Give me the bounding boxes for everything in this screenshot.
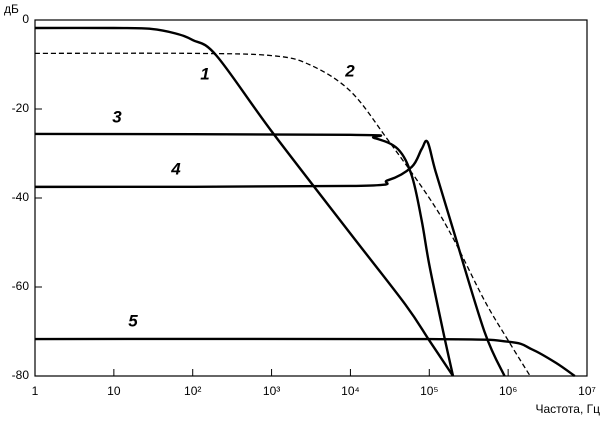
x-tick-label: 1 [32, 384, 39, 398]
curve [34, 337, 576, 377]
y-tick-label: -60 [12, 279, 30, 293]
curve-label: 3 [112, 107, 122, 126]
plot-frame [34, 19, 588, 377]
curve-label: 5 [128, 311, 138, 330]
x-tick-label: 10⁶ [499, 384, 517, 398]
y-tick-label: -40 [12, 190, 30, 204]
curve [34, 52, 531, 377]
curve-label: 4 [170, 159, 181, 178]
y-tick-label: -20 [12, 101, 30, 115]
curve [34, 26, 455, 377]
y-tick-label: 0 [22, 12, 29, 26]
curve [34, 139, 506, 377]
x-tick-label: 10⁷ [578, 384, 596, 398]
curve [34, 132, 455, 377]
x-axis-label: Частота, Гц [535, 402, 600, 416]
x-tick-label: 10³ [263, 384, 280, 398]
y-tick-label: -80 [12, 368, 30, 382]
x-tick-label: 10⁵ [420, 384, 438, 398]
curve-label: 2 [344, 61, 355, 80]
x-tick-label: 10⁴ [341, 384, 360, 398]
y-axis-label: дБ [4, 2, 19, 16]
curve-label: 1 [200, 64, 209, 83]
x-tick-label: 10² [184, 384, 201, 398]
x-tick-label: 10 [107, 384, 121, 398]
